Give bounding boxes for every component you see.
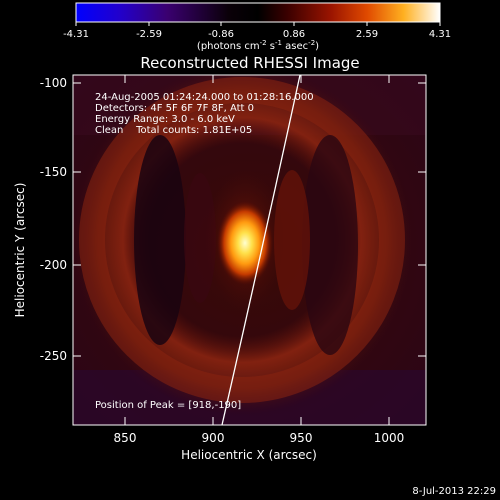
axis-ticks bbox=[73, 75, 426, 425]
colorbar-tick-label: -0.86 bbox=[208, 29, 234, 40]
rhessi-image bbox=[73, 75, 426, 425]
colorbar-gradient bbox=[75, 2, 441, 23]
peak-source bbox=[217, 201, 273, 285]
footer-timestamp: 8-Jul-2013 22:29 bbox=[412, 486, 496, 497]
y-axis-label: Heliocentric Y (arcsec) bbox=[13, 183, 27, 318]
x-tick-label: 850 bbox=[114, 431, 137, 445]
y-tick-label: -150 bbox=[40, 165, 67, 179]
colorbar-tick-label: 0.86 bbox=[283, 29, 305, 40]
y-tick-label: -200 bbox=[40, 258, 67, 272]
colorbar-ticks bbox=[75, 22, 441, 26]
plot-frame bbox=[72, 74, 427, 426]
x-tick-label: 950 bbox=[290, 431, 313, 445]
annotation-energy: Energy Range: 3.0 - 6.0 keV bbox=[95, 114, 235, 125]
annotation-peak-position: Position of Peak = [918,-190] bbox=[95, 400, 241, 411]
colorbar-tick-label: -4.31 bbox=[63, 29, 89, 40]
x-axis-label: Heliocentric X (arcsec) bbox=[181, 448, 317, 462]
y-tick-label: -250 bbox=[40, 349, 67, 363]
colorbar-units: (photons cm-2 s-1 asec-2) bbox=[197, 39, 319, 52]
annotation-clean-counts: Clean Total counts: 1.81E+05 bbox=[95, 125, 252, 136]
colorbar-tick-label: 2.59 bbox=[356, 29, 378, 40]
x-tick-label: 900 bbox=[202, 431, 225, 445]
colorbar: -4.31 -2.59 -0.86 0.86 2.59 4.31 (photon… bbox=[63, 2, 451, 52]
annotation-detectors: Detectors: 4F 5F 6F 7F 8F, Att 0 bbox=[95, 103, 254, 114]
plot-title: Reconstructed RHESSI Image bbox=[140, 54, 359, 72]
solar-limb-line bbox=[221, 75, 301, 425]
y-tick-label: -100 bbox=[40, 76, 67, 90]
annotation-time-range: 24-Aug-2005 01:24:24.000 to 01:28:16.000 bbox=[95, 92, 314, 103]
colorbar-tick-label: -2.59 bbox=[136, 29, 162, 40]
colorbar-tick-label: 4.31 bbox=[429, 29, 451, 40]
x-tick-label: 1000 bbox=[374, 431, 405, 445]
